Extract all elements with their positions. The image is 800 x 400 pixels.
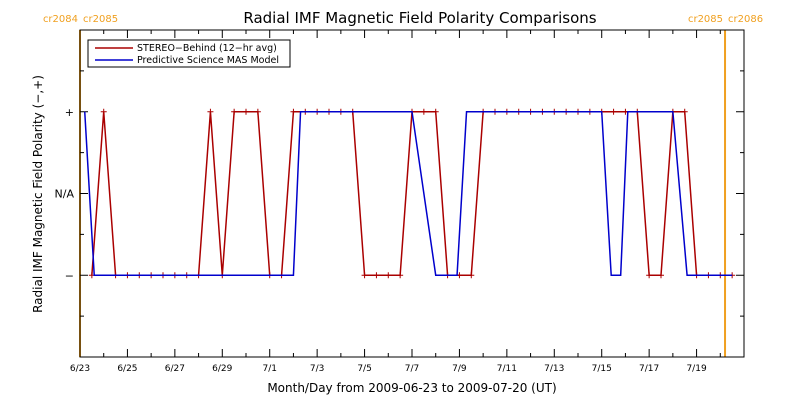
x-tick-label: 7/3: [310, 364, 324, 374]
data-point: [231, 108, 238, 115]
x-tick-label: 6/27: [165, 364, 185, 374]
x-tick-label: 7/5: [357, 364, 371, 374]
carrington-label-right: cr2085: [83, 14, 118, 25]
data-point: [100, 108, 107, 115]
legend-box: [87, 39, 291, 68]
x-axis-ticks: 6/23 6/25 6/27 6/29 7/1 7/3 7/5 7/7 7/9 7/11 7/13 7…: [70, 30, 745, 374]
data-point: [681, 108, 688, 115]
series-line-1: [83, 111, 733, 276]
y-tick-label: N/A: [55, 188, 75, 201]
chart-title: Radial IMF Magnetic Field Polarity Compa…: [243, 9, 596, 27]
x-tick-label: 7/7: [405, 364, 419, 374]
x-axis-label: Month/Day from 2009-06-23 to 2009-07-20 …: [267, 381, 556, 395]
legend: STEREO−Behind (12−hr avg) Predictive Sci…: [87, 39, 291, 68]
series-line-0: [91, 111, 733, 276]
x-tick-label: 7/19: [686, 364, 706, 374]
x-tick-label: 7/11: [497, 364, 517, 374]
y-tick-label: −: [65, 269, 74, 282]
plot-frame: [79, 29, 745, 358]
x-tick-label: 7/15: [592, 364, 612, 374]
data-point: [254, 108, 261, 115]
x-tick-label: 7/13: [544, 364, 564, 374]
series-lines: [83, 108, 736, 279]
x-tick-label: 6/25: [117, 364, 137, 374]
carrington-label-left: cr2085: [688, 14, 723, 25]
data-point: [432, 108, 439, 115]
data-point: [385, 272, 392, 279]
x-tick-label: 7/9: [452, 364, 467, 374]
data-point: [610, 108, 617, 115]
data-point: [373, 272, 380, 279]
data-point: [290, 108, 297, 115]
x-tick-label: 6/23: [70, 364, 90, 374]
data-point: [658, 272, 664, 279]
data-point: [243, 108, 249, 115]
x-tick-label: 6/29: [212, 364, 232, 374]
x-tick-label: 7/1: [262, 364, 276, 374]
data-point: [207, 108, 214, 115]
carrington-label-left: cr2084: [43, 14, 78, 25]
y-tick-label: +: [65, 106, 74, 119]
data-point: [646, 272, 653, 279]
y-axis-label: Radial IMF Magnetic Field Polarity (−,+): [31, 75, 45, 313]
data-point: [420, 108, 427, 115]
x-tick-label: 7/17: [639, 364, 659, 374]
data-point: [397, 272, 404, 279]
y-axis-ticks: + N/A −: [55, 29, 744, 358]
carrington-label-right: cr2086: [728, 14, 763, 25]
legend-label-model: Predictive Science MAS Model: [137, 55, 279, 66]
data-point: [468, 272, 475, 279]
data-point: [361, 272, 368, 279]
legend-label-stereo: STEREO−Behind (12−hr avg): [137, 43, 277, 54]
